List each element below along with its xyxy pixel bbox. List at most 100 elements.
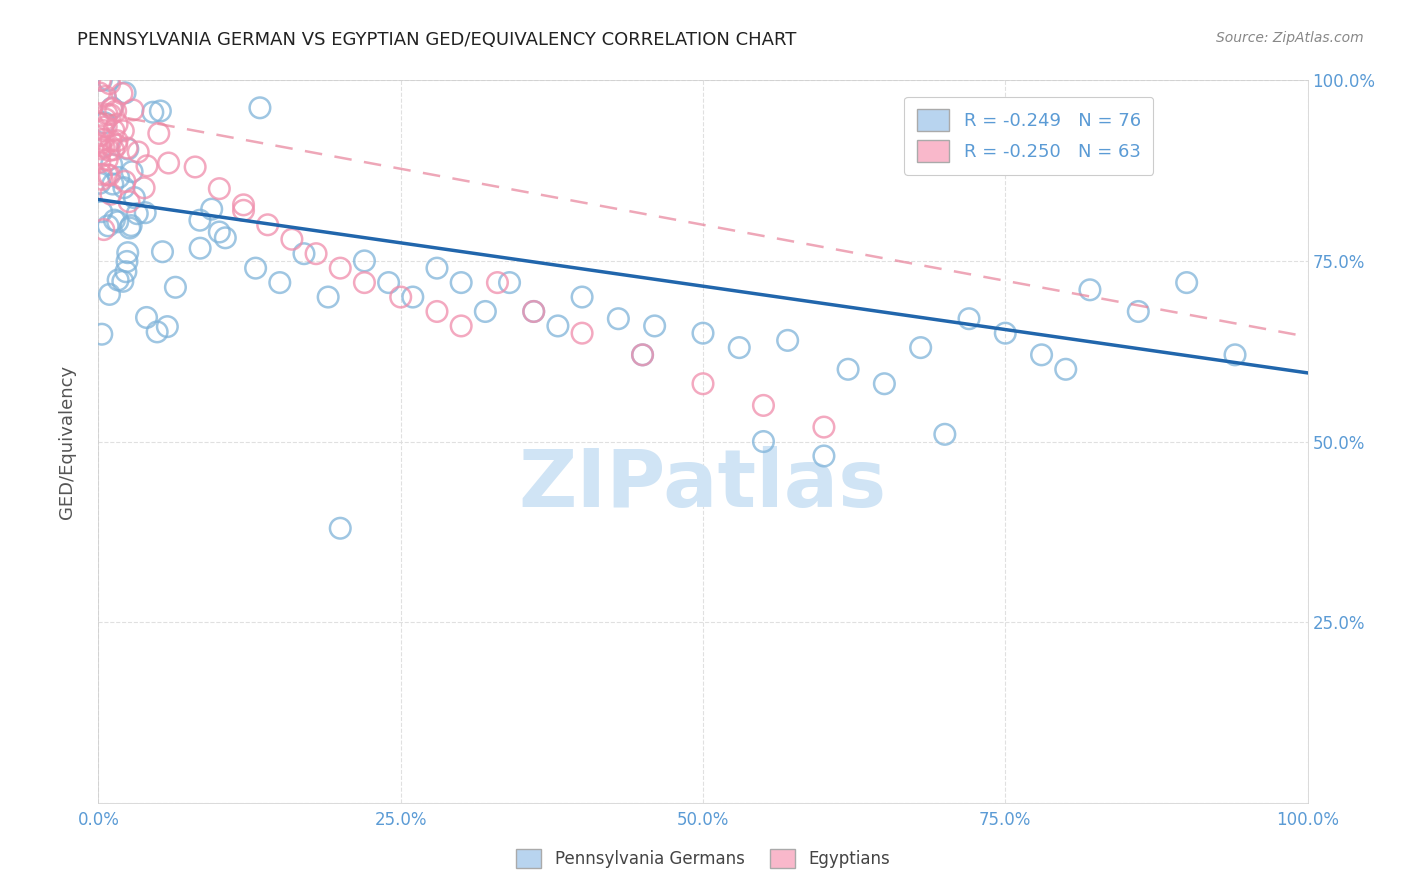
Point [112, 180, 135, 194]
Point [114, 86, 136, 100]
Point [91, 132, 114, 146]
Point [353, 276, 375, 290]
Point [184, 160, 207, 174]
Point [98, 144, 121, 158]
Point [134, 205, 156, 219]
Point [873, 376, 896, 391]
Point [607, 311, 630, 326]
Point [837, 362, 859, 376]
Point [96, 153, 118, 167]
Point [90, 204, 112, 219]
Point [813, 449, 835, 463]
Point [486, 276, 509, 290]
Point [89, 138, 111, 153]
Point [474, 304, 496, 318]
Point [115, 265, 138, 279]
Point [498, 276, 520, 290]
Point [90, 142, 112, 156]
Point [90, 167, 112, 181]
Text: ZIPatlas: ZIPatlas [519, 446, 887, 524]
Point [89, 73, 111, 87]
Point [1078, 283, 1101, 297]
Point [353, 253, 375, 268]
Point [117, 245, 139, 260]
Point [752, 398, 775, 412]
Point [93, 222, 115, 236]
Point [281, 232, 304, 246]
Point [97, 219, 120, 233]
Point [100, 157, 122, 171]
Point [118, 194, 141, 209]
Point [136, 159, 159, 173]
Point [377, 276, 399, 290]
Point [813, 420, 835, 434]
Point [232, 198, 254, 212]
Point [122, 103, 145, 117]
Point [631, 348, 654, 362]
Point [114, 174, 136, 188]
Point [692, 376, 714, 391]
Point [316, 290, 339, 304]
Point [201, 202, 224, 216]
Point [329, 261, 352, 276]
Point [245, 261, 267, 276]
Legend: Pennsylvania Germans, Egyptians: Pennsylvania Germans, Egyptians [510, 843, 896, 875]
Point [1223, 348, 1246, 362]
Point [389, 290, 412, 304]
Point [98, 287, 121, 301]
Point [127, 145, 149, 159]
Point [121, 164, 143, 178]
Point [148, 127, 170, 141]
Point [165, 280, 187, 294]
Point [426, 304, 449, 318]
Point [90, 73, 112, 87]
Point [115, 254, 138, 268]
Point [112, 124, 135, 138]
Point [120, 219, 142, 233]
Point [101, 101, 124, 115]
Point [117, 142, 139, 156]
Point [256, 218, 278, 232]
Point [105, 134, 128, 148]
Point [91, 123, 114, 137]
Point [100, 107, 122, 121]
Point [450, 318, 472, 333]
Point [127, 207, 149, 221]
Point [103, 143, 125, 157]
Point [142, 105, 165, 120]
Point [104, 104, 127, 119]
Point [96, 120, 118, 134]
Point [132, 181, 155, 195]
Point [188, 213, 211, 227]
Point [89, 128, 111, 143]
Point [124, 191, 146, 205]
Point [776, 334, 799, 348]
Point [94, 89, 117, 103]
Point [426, 261, 449, 276]
Point [149, 103, 172, 118]
Point [93, 140, 115, 154]
Point [98, 77, 121, 91]
Point [156, 319, 179, 334]
Point [292, 246, 315, 260]
Point [89, 155, 111, 169]
Point [214, 231, 236, 245]
Point [101, 177, 124, 191]
Point [450, 276, 472, 290]
Point [107, 170, 129, 185]
Point [644, 318, 666, 333]
Point [96, 107, 118, 121]
Point [89, 147, 111, 161]
Point [105, 138, 128, 153]
Point [994, 326, 1017, 340]
Point [188, 241, 211, 255]
Point [208, 225, 231, 239]
Point [910, 341, 932, 355]
Point [571, 290, 593, 304]
Point [135, 310, 157, 325]
Point [934, 427, 956, 442]
Point [728, 341, 751, 355]
Text: Source: ZipAtlas.com: Source: ZipAtlas.com [1216, 31, 1364, 45]
Point [100, 134, 122, 148]
Point [93, 116, 115, 130]
